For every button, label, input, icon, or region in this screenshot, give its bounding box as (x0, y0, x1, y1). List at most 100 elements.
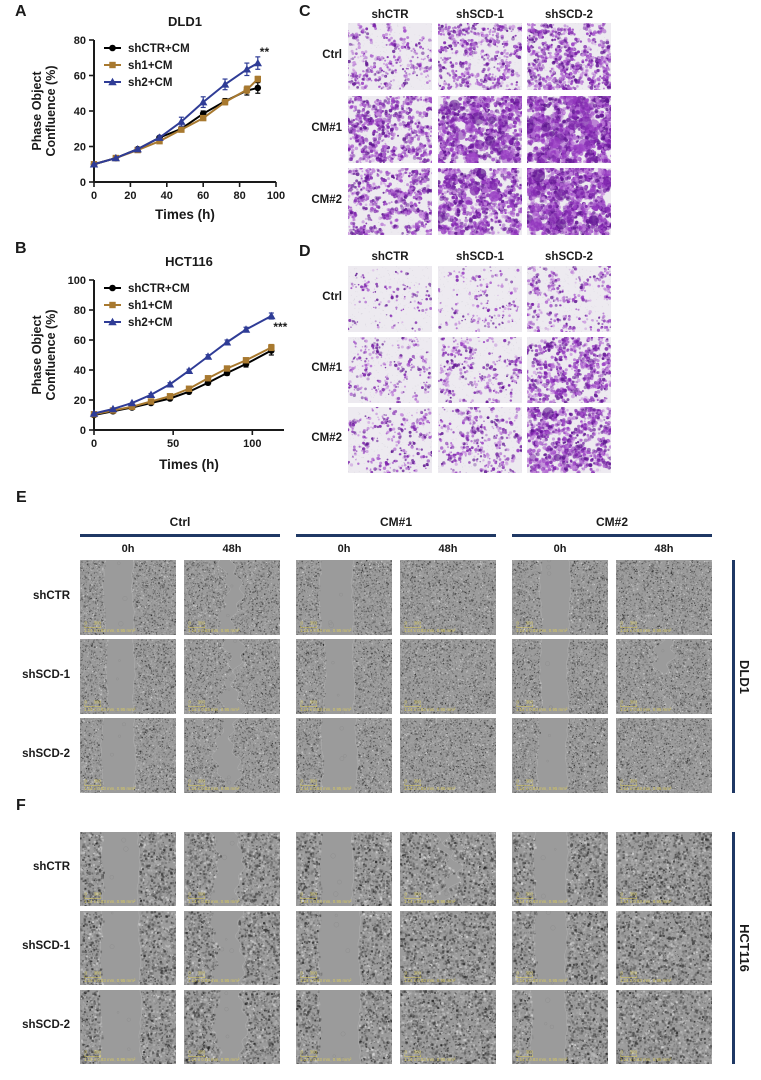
wound-canvas (512, 832, 608, 906)
wound-canvas (296, 718, 392, 793)
scale-annotation: 0 300 1.14 x 0.83 mm, 0.95 mm² (84, 891, 135, 904)
scale-numbers: 0 300 (405, 778, 456, 783)
scale-value: 300 (629, 620, 637, 626)
scale-numbers: 0 300 (85, 891, 136, 896)
scale-value: 300 (197, 699, 205, 705)
scale-annotation: 0 300 1.14 x 0.83 mm, 0.95 mm² (84, 699, 135, 712)
transwell-image (348, 96, 432, 163)
wound-image-closed: 0 300 1.14 x 0.83 mm, 0.95 mm² (400, 718, 496, 793)
field-dimensions: 1.14 x 0.83 mm, 0.95 mm² (300, 977, 352, 983)
field-dimensions: 1.14 x 0.83 mm, 0.95 mm² (620, 1056, 672, 1062)
scale-annotation: 0 300 1.14 x 0.83 mm, 0.95 mm² (620, 699, 671, 712)
scale-annotation: 0 300 1.14 x 0.83 mm, 0.95 mm² (404, 778, 455, 791)
scale-value: 300 (413, 620, 421, 626)
scale-numbers: 0 300 (621, 778, 672, 783)
scale-ruler-icon (84, 896, 102, 899)
wound-image-open: 0 300 1.14 x 0.83 mm, 0.95 mm² (512, 639, 608, 714)
wound-image-partial: 0 300 1.14 x 0.83 mm, 0.95 mm² (184, 560, 280, 635)
scale-ruler-icon (620, 704, 638, 707)
scale-annotation: 0 300 1.14 x 0.83 mm, 0.95 mm² (188, 1049, 239, 1062)
scale-ruler-icon (404, 1054, 422, 1057)
panel-d-label: D (299, 243, 311, 260)
wound-image-closed: 0 300 1.14 x 0.83 mm, 0.95 mm² (616, 560, 712, 635)
data-marker (221, 98, 229, 106)
scale-value: 300 (413, 778, 421, 784)
stained-cells-canvas (438, 407, 522, 473)
panel-a-chart: 0 20 40 60 80 100 0 20 40 60 80 DLD1 Times (h) Phase … (28, 4, 290, 229)
scale-numbers: 0 300 (517, 778, 568, 783)
wound-canvas (80, 911, 176, 985)
wound-canvas (80, 718, 176, 793)
x-tick-label: 50 (167, 438, 179, 450)
field-dimensions: 1.14 x 0.83 mm, 0.95 mm² (404, 627, 456, 633)
scale-numbers: 0 300 (517, 891, 568, 896)
stained-cells-canvas (527, 168, 611, 235)
wound-image-partial: 0 300 1.14 x 0.83 mm, 0.95 mm² (184, 832, 280, 906)
scale-zero: 0 (516, 778, 519, 784)
scale-numbers: 0 300 (301, 778, 352, 783)
scale-zero: 0 (620, 778, 623, 784)
scale-zero: 0 (188, 778, 191, 784)
field-dimensions: 1.14 x 0.83 mm, 0.95 mm² (84, 1056, 136, 1062)
data-marker (156, 137, 163, 145)
scale-ruler-icon (84, 975, 102, 978)
scale-zero: 0 (188, 620, 191, 626)
group-header-CM#1: CM#1 (379, 515, 412, 529)
stained-cells-canvas (348, 23, 432, 90)
scale-numbers: 0 300 (621, 620, 672, 625)
scale-zero: 0 (404, 778, 407, 784)
wound-image-open: 0 300 1.14 x 0.83 mm, 0.95 mm² (80, 560, 176, 635)
wound-image-open: 0 300 1.14 x 0.83 mm, 0.95 mm² (512, 560, 608, 635)
scale-numbers: 0 300 (621, 1049, 672, 1054)
scale-annotation: 0 300 1.14 x 0.83 mm, 0.95 mm² (300, 778, 351, 791)
significance-marker: *** (273, 320, 287, 334)
field-dimensions: 1.14 x 0.83 mm, 0.95 mm² (404, 1056, 456, 1062)
scale-value: 300 (93, 620, 101, 626)
stained-cells-canvas (527, 96, 611, 163)
scale-annotation: 0 300 1.14 x 0.83 mm, 0.95 mm² (516, 699, 567, 712)
scale-annotation: 0 300 1.14 x 0.83 mm, 0.95 mm² (620, 778, 671, 791)
wound-image-open: 0 300 1.14 x 0.83 mm, 0.95 mm² (296, 990, 392, 1064)
scale-value: 300 (309, 1049, 317, 1055)
data-marker (253, 58, 262, 67)
scale-value: 300 (413, 699, 421, 705)
transwell-image (527, 96, 611, 163)
scale-numbers: 0 300 (405, 1049, 456, 1054)
series-line (93, 315, 272, 415)
scale-numbers: 0 300 (301, 620, 352, 625)
scale-numbers: 0 300 (301, 699, 352, 704)
data-marker (109, 301, 116, 309)
chart-svg-B: 0 50 100 0 20 40 60 80 100 HCT116 Times (h) Phase O… (30, 254, 288, 472)
data-marker (128, 403, 136, 410)
wound-canvas (512, 639, 608, 714)
chart-title: HCT116 (165, 254, 213, 269)
data-marker (109, 44, 116, 52)
time-header-0h: 0h (553, 543, 567, 555)
scale-ruler-icon (516, 625, 534, 628)
wound-image-open: 0 300 1.14 x 0.83 mm, 0.95 mm² (512, 718, 608, 793)
x-tick-label: 100 (243, 438, 261, 450)
scale-numbers: 0 300 (189, 620, 240, 625)
transwell-image (348, 266, 432, 332)
scale-annotation: 0 300 1.14 x 0.83 mm, 0.95 mm² (404, 699, 455, 712)
scale-numbers: 0 300 (405, 620, 456, 625)
wound-canvas (616, 639, 712, 714)
field-dimensions: 1.14 x 0.83 mm, 0.95 mm² (620, 785, 672, 791)
wound-image-open: 0 300 1.14 x 0.83 mm, 0.95 mm² (512, 832, 608, 906)
scale-ruler-icon (188, 896, 206, 899)
group-underline (512, 534, 712, 537)
scale-ruler-icon (188, 625, 206, 628)
scale-ruler-icon (404, 975, 422, 978)
scale-value: 300 (525, 1049, 533, 1055)
scale-annotation: 0 300 1.14 x 0.83 mm, 0.95 mm² (188, 699, 239, 712)
scale-value: 300 (525, 699, 533, 705)
scale-annotation: 0 300 1.14 x 0.83 mm, 0.95 mm² (620, 620, 671, 633)
y-tick-label: 60 (74, 335, 86, 347)
field-dimensions: 1.14 x 0.83 mm, 0.95 mm² (404, 706, 456, 712)
stained-cells-canvas (348, 266, 432, 332)
transwell-image (527, 337, 611, 403)
scale-value: 300 (93, 1049, 101, 1055)
wound-canvas (400, 832, 496, 906)
